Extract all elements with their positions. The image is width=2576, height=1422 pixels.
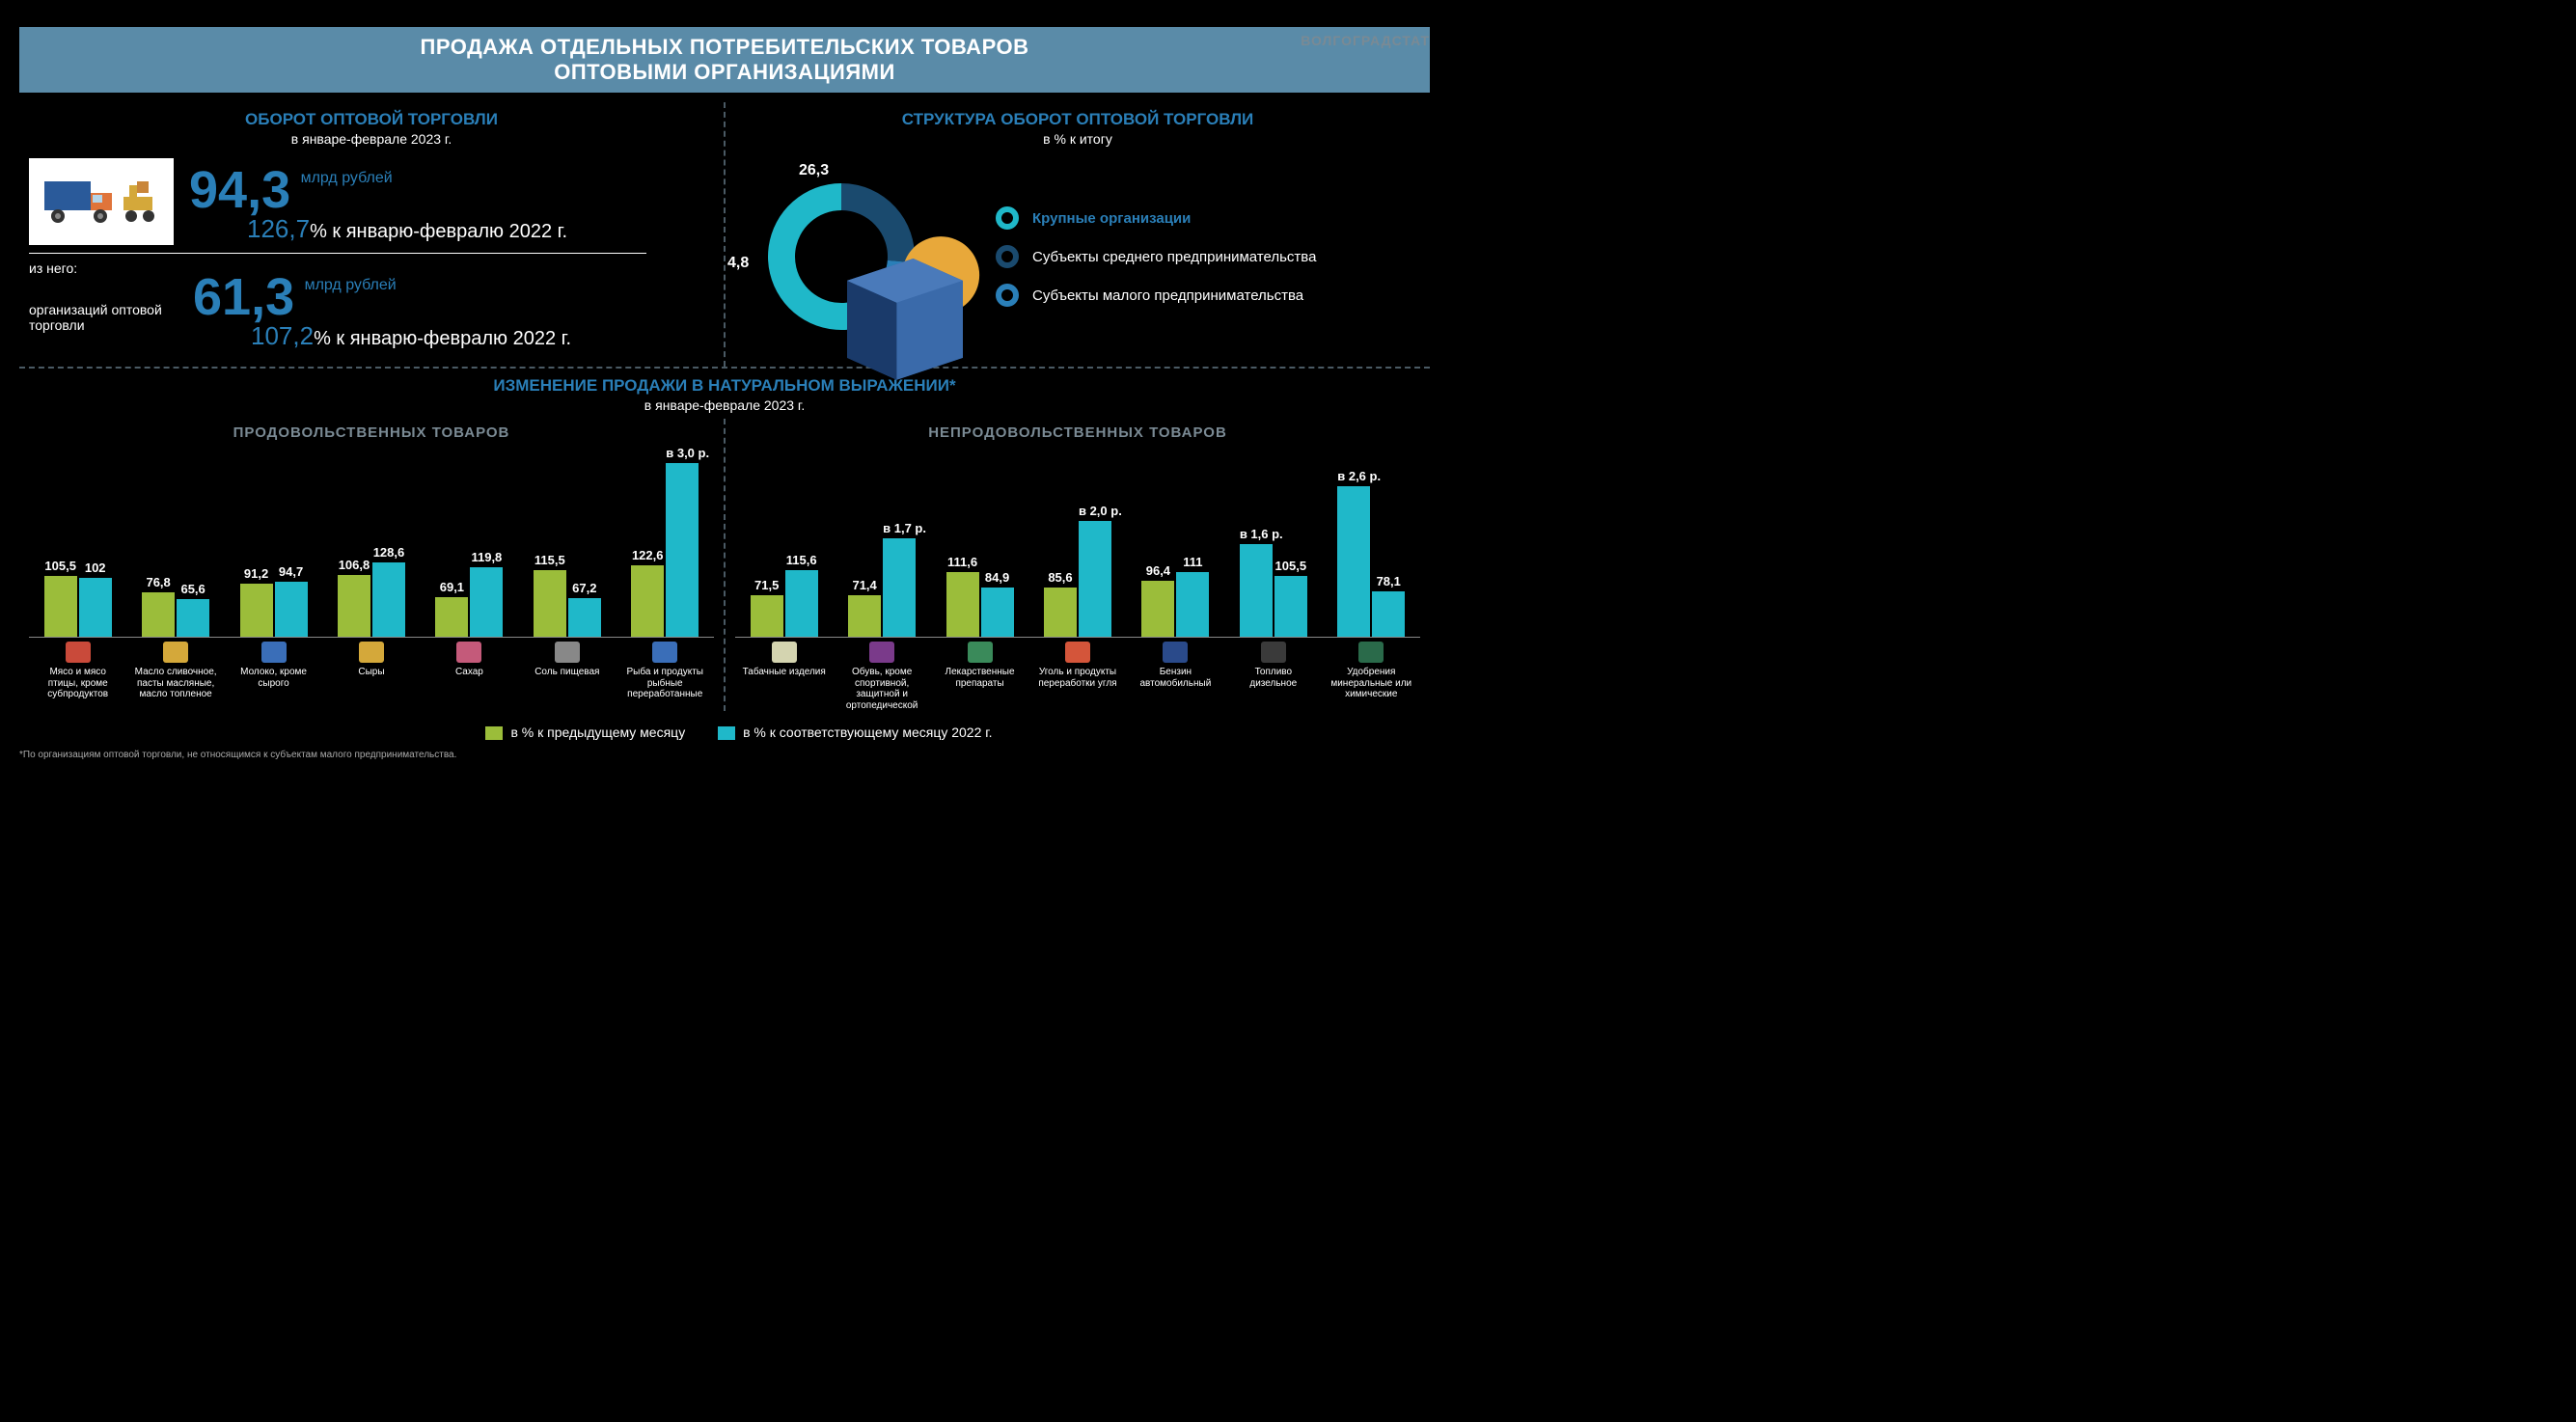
category-label: Уголь и продукты переработки угля [1034,642,1121,711]
category-label: Мясо и мясо птицы, кроме субпродуктов [35,642,122,700]
category-label: Соль пищевая [524,642,611,700]
category-label: Удобрения минеральные или химические [1328,642,1414,711]
unit-label: млрд рублей [301,170,393,187]
legend-item: Крупные организации [996,206,1316,230]
truck-icon [29,158,174,245]
category-label: Бензин автомобильный [1132,642,1219,711]
nonfood-chart: НЕПРОДОВОЛЬСТВЕННЫХ ТОВАРОВ 71,5115,671,… [726,419,1430,711]
turnover-panel: ОБОРОТ ОПТОВОЙ ТОРГОВЛИ в январе-феврале… [19,102,726,367]
category-label: Сахар [425,642,512,700]
total-pct: 126,7% к январю-февралю 2022 г. [247,214,567,244]
title-bar: ПРОДАЖА ОТДЕЛЬНЫХ ПОТРЕБИТЕЛЬСКИХ ТОВАРО… [19,27,1430,93]
donut-legend: Крупные организации Субъекты среднего пре… [996,191,1316,322]
sub-value: 61,3 [193,267,294,327]
donut-chart: 26,3 4,8 68,9 [745,160,957,353]
change-period: в январе-феврале 2023 г. [0,397,1449,413]
category-label: Рыба и продукты рыбные переработанные [621,642,708,700]
category-label: Обувь, кроме спортивной, защитной и орто… [838,642,925,711]
title-line2: ОПТОВЫМИ ОРГАНИЗАЦИЯМИ [19,60,1430,85]
structure-sub: в % к итогу [726,131,1430,147]
category-label: Лекарственные препараты [937,642,1024,711]
seg-label-0: 26,3 [799,162,829,179]
turnover-head: ОБОРОТ ОПТОВОЙ ТОРГОВЛИ [19,110,724,129]
structure-head: СТРУКТУРА ОБОРОТ ОПТОВОЙ ТОРГОВЛИ [726,110,1430,129]
nonfood-head: НЕПРОДОВОЛЬСТВЕННЫХ ТОВАРОВ [735,424,1420,441]
category-label: Табачные изделия [741,642,828,711]
seg-label-1: 4,8 [727,255,749,272]
category-label: Масло сливочное, пасты масляные, масло т… [132,642,219,700]
sub-label: организаций оптовой торговли [29,302,193,333]
source-label: ВОЛГОГРАДСТАТ [1301,33,1430,48]
turnover-period: в январе-феврале 2023 г. [19,131,724,147]
food-chart: ПРОДОВОЛЬСТВЕННЫХ ТОВАРОВ 105,510276,865… [19,419,726,711]
chart-legend: в % к предыдущему месяцу в % к соответст… [0,725,1449,740]
legend-item: Субъекты среднего предпринимательства [996,245,1316,268]
legend-item: Субъекты малого предпринимательства [996,284,1316,307]
change-head: ИЗМЕНЕНИЕ ПРОДАЖИ В НАТУРАЛЬНОМ ВЫРАЖЕНИ… [0,376,1449,396]
category-label: Топливо дизельное [1230,642,1317,711]
food-head: ПРОДОВОЛЬСТВЕННЫХ ТОВАРОВ [29,424,714,441]
category-label: Молоко, кроме сырого [231,642,317,700]
category-label: Сыры [328,642,415,700]
title-line1: ПРОДАЖА ОТДЕЛЬНЫХ ПОТРЕБИТЕЛЬСКИХ ТОВАРО… [19,35,1430,60]
total-value: 94,3 [189,160,290,220]
footnote: *По организациям оптовой торговли, не от… [19,750,1449,760]
sub-pct: 107,2% к январю-февралю 2022 г. [251,321,571,351]
box-icon [808,220,1001,413]
structure-panel: СТРУКТУРА ОБОРОТ ОПТОВОЙ ТОРГОВЛИ в % к … [726,102,1430,367]
